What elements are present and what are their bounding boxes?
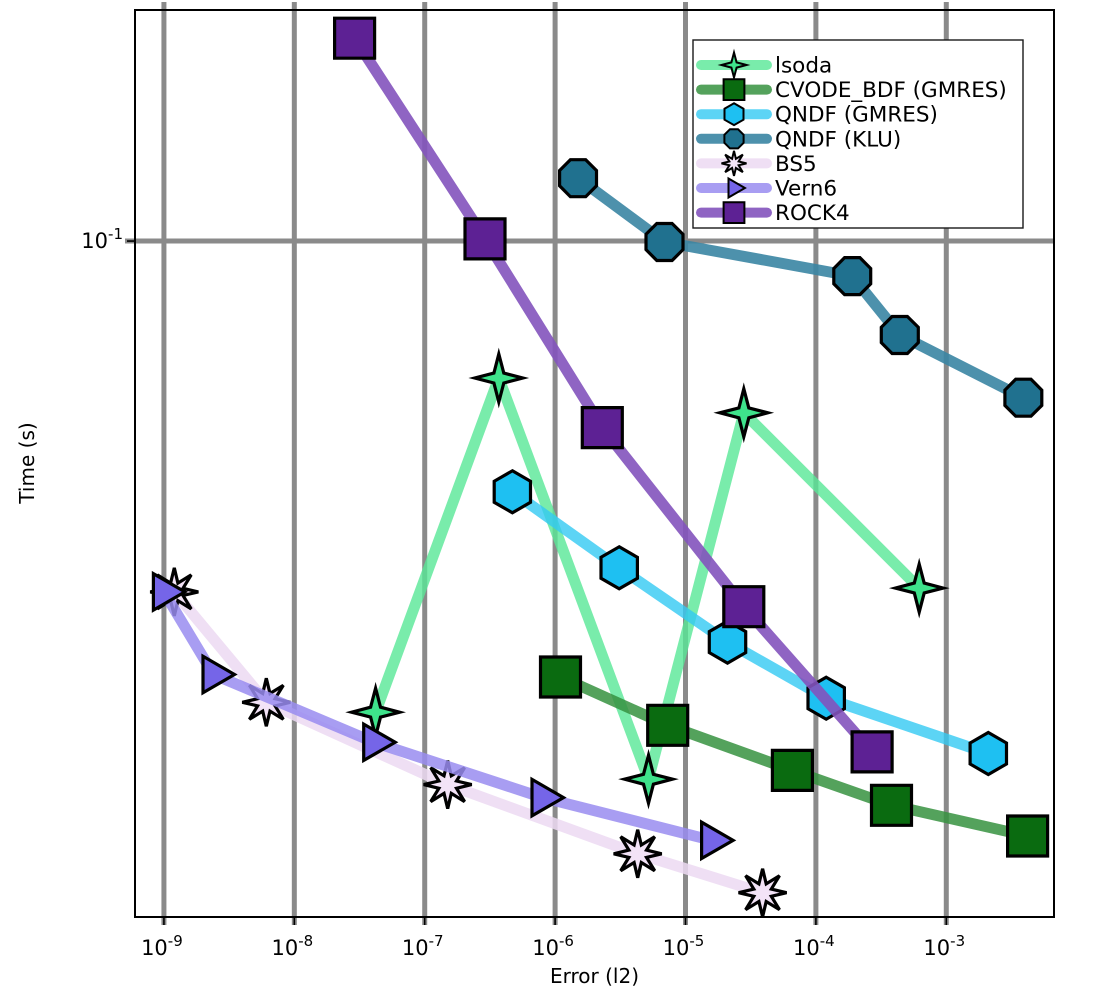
x-tick-label: 10-7 [402,932,444,960]
data-point-rock4 [850,730,894,774]
legend-entry-qndf-gmres: QNDF (GMRES) [696,102,938,128]
legend-label-rock4: ROCK4 [775,201,850,226]
data-point-vern6 [700,819,737,862]
legend-label-cvode-bdf-gmres: CVODE_BDF (GMRES) [775,78,1007,103]
data-point-lsoda [618,748,679,810]
data-point-qndf-klu [879,314,920,356]
data-point-qndf-gmres [707,619,748,665]
data-point-cvode-bdf-gmres [1006,814,1050,858]
data-point-vern6 [151,570,189,613]
legend-label-qndf-gmres: QNDF (GMRES) [775,103,938,128]
legend-marker-qndf-gmres [723,102,745,127]
series-lsoda [345,347,950,810]
data-point-rock4 [463,217,507,261]
data-point-bs5 [613,829,663,879]
x-tick-label: 10-4 [793,932,835,960]
legend-entry-rock4: ROCK4 [696,201,850,226]
data-point-rock4 [333,16,377,60]
series-vern6 [151,570,737,862]
data-point-qndf-klu [1003,377,1044,418]
series-cvode-bdf-gmres [538,655,1050,858]
legend-label-bs5: BS5 [775,152,817,177]
data-point-qndf-klu [558,158,599,199]
data-point-qndf-gmres [599,544,639,591]
series-qndf-klu [558,158,1044,418]
x-tick-label: 10-5 [663,932,705,960]
data-point-rock4 [580,406,624,450]
y-tick-labels: 10-1 [81,225,123,253]
legend-marker-cvode-bdf-gmres [722,78,746,101]
legend-label-qndf-klu: QNDF (KLU) [775,127,901,152]
legend-entry-bs5: BS5 [696,150,817,177]
data-point-bs5 [738,868,787,918]
legend-entry-vern6: Vern6 [696,176,837,202]
legend-entry-cvode-bdf-gmres: CVODE_BDF (GMRES) [696,78,1007,103]
legend-label-lsoda: lsoda [775,54,832,79]
legend-entry-lsoda: lsoda [696,48,832,82]
y-axis-label: Time (s) [15,422,39,504]
legend-marker-rock4 [722,201,746,224]
legend-label-vern6: Vern6 [775,177,837,202]
data-point-lsoda [345,681,406,743]
x-tick-label: 10-6 [532,932,574,960]
legend-marker-bs5 [721,150,747,177]
legend-marker-lsoda [717,48,751,82]
legend-entry-qndf-klu: QNDF (KLU) [696,127,901,152]
data-point-vern6 [201,653,238,696]
data-point-qndf-gmres [968,730,1009,777]
data-point-vern6 [362,721,399,764]
data-point-qndf-klu [832,256,873,297]
series-rock4 [333,16,894,774]
data-point-qndf-klu [644,221,685,263]
data-point-rock4 [722,585,766,629]
data-point-lsoda [713,382,775,444]
x-tick-label: 10-9 [141,932,183,960]
data-point-lsoda [468,347,530,409]
plot-border [134,9,1055,918]
x-tick-labels: 10-9 10-8 10-7 10-6 10-5 10-4 10-3 [141,932,965,960]
x-tick-label: 10-3 [923,932,965,960]
x-tick-label: 10-8 [271,932,313,960]
data-point-cvode-bdf-gmres [646,703,690,747]
data-point-cvode-bdf-gmres [770,748,814,792]
data-point-qndf-gmres [492,468,533,515]
legend-marker-vern6 [727,176,747,200]
legend-marker-qndf-klu [723,128,745,150]
data-point-vern6 [530,776,567,819]
data-point-lsoda [888,557,950,619]
x-axis-label: Error (l2) [550,964,639,988]
data-point-cvode-bdf-gmres [869,783,914,827]
data-point-cvode-bdf-gmres [538,655,583,699]
y-tick-label: 10-1 [81,225,123,253]
